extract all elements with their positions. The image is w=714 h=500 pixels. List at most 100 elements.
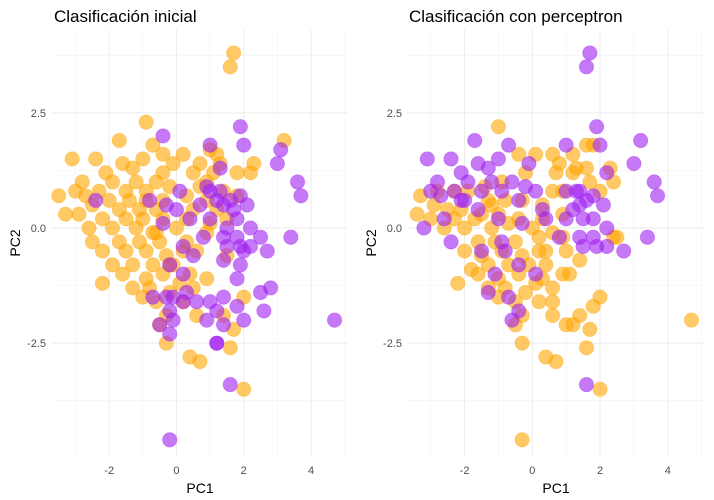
scatter-point bbox=[88, 192, 104, 208]
scatter-point bbox=[572, 252, 588, 268]
scatter-point bbox=[531, 243, 547, 259]
y-tick-label: -2.5 bbox=[383, 338, 402, 350]
scatter-point bbox=[145, 257, 161, 273]
scatter-point bbox=[125, 280, 141, 296]
scatter-point bbox=[538, 257, 554, 273]
scatter-point bbox=[514, 215, 530, 232]
scatter-point bbox=[138, 243, 154, 259]
scatter-point bbox=[162, 432, 178, 448]
y-axis-title: PC2 bbox=[363, 229, 379, 256]
scatter-point bbox=[528, 266, 544, 282]
scatter-point bbox=[473, 183, 490, 199]
scatter-point bbox=[94, 275, 111, 291]
scatter-point bbox=[135, 151, 151, 167]
scatter-point bbox=[419, 151, 435, 167]
scatter-point bbox=[128, 220, 144, 236]
y-tick-label: 0.0 bbox=[31, 223, 46, 235]
scatter-point bbox=[504, 174, 520, 190]
scatter-point bbox=[578, 160, 595, 176]
scatter-point bbox=[289, 174, 306, 190]
scatter-point bbox=[649, 188, 666, 204]
scatter-point bbox=[558, 243, 574, 259]
scatter-point bbox=[155, 146, 171, 162]
scatter-point bbox=[470, 266, 486, 282]
scatter-point bbox=[578, 377, 595, 393]
scatter-point bbox=[545, 307, 561, 324]
scatter-point bbox=[192, 197, 208, 213]
scatter-point bbox=[582, 321, 598, 337]
scatter-point bbox=[104, 174, 121, 190]
scatter-point bbox=[229, 271, 245, 287]
scatter-point bbox=[236, 381, 252, 397]
scatter-point bbox=[500, 137, 517, 153]
scatter-point bbox=[558, 137, 574, 153]
scatter-point bbox=[145, 137, 161, 153]
scatter-point bbox=[64, 151, 80, 167]
x-tick-label: 4 bbox=[665, 465, 671, 477]
scatter-point bbox=[528, 183, 544, 199]
scatter-point bbox=[125, 160, 141, 176]
left-scatter-panel: -2 0 2 4 2.5 0.0 -2.5 PC1 PC2 Clasificación inici… bbox=[7, 7, 348, 496]
scatter-point bbox=[558, 211, 574, 227]
scatter-point bbox=[592, 137, 608, 153]
scatter-point bbox=[514, 432, 530, 448]
scatter-point bbox=[222, 377, 238, 393]
y-axis-title: PC2 bbox=[7, 229, 23, 256]
scatter-point bbox=[104, 257, 121, 273]
scatter-point bbox=[209, 303, 225, 319]
scatter-point bbox=[487, 266, 503, 282]
y-tick-label: -2.5 bbox=[27, 338, 46, 350]
scatter-point bbox=[175, 294, 191, 310]
scatter-point bbox=[229, 165, 245, 181]
scatter-point bbox=[162, 257, 178, 273]
scatter-point bbox=[568, 183, 584, 199]
scatter-point bbox=[185, 248, 201, 264]
scatter-point bbox=[94, 211, 111, 227]
scatter-point bbox=[185, 165, 201, 181]
scatter-point bbox=[545, 280, 561, 296]
scatter-point bbox=[121, 192, 137, 208]
scatter-point bbox=[215, 317, 232, 333]
x-tick-label: 0 bbox=[529, 465, 535, 477]
scatter-point bbox=[561, 266, 578, 282]
scatter-point bbox=[111, 132, 127, 149]
scatter-point bbox=[165, 312, 181, 328]
scatter-point bbox=[175, 266, 191, 282]
scatter-point bbox=[273, 142, 289, 158]
scatter-point bbox=[585, 298, 601, 314]
scatter-point bbox=[222, 340, 238, 356]
scatter-point bbox=[88, 151, 104, 167]
scatter-point bbox=[599, 238, 615, 255]
scatter-point bbox=[71, 206, 87, 222]
scatter-point bbox=[202, 137, 218, 153]
scatter-point bbox=[511, 303, 527, 319]
scatter-point bbox=[592, 381, 608, 397]
scatter-point bbox=[433, 188, 449, 204]
scatter-point bbox=[168, 220, 185, 236]
scatter-point bbox=[443, 234, 459, 250]
scatter-point bbox=[199, 312, 215, 328]
scatter-point bbox=[252, 229, 269, 245]
scatter-point bbox=[409, 206, 425, 222]
scatter-point bbox=[480, 160, 496, 176]
x-tick-label: -2 bbox=[460, 465, 470, 477]
x-tick-label: 4 bbox=[308, 465, 314, 477]
scatter-point bbox=[490, 211, 507, 227]
scatter-point bbox=[500, 289, 517, 305]
scatter-point bbox=[148, 174, 164, 190]
scatter-point bbox=[165, 155, 181, 172]
right-scatter-panel: -2 0 2 4 2.5 0.0 -2.5 PC1 PC2 Clasificación con p… bbox=[363, 7, 705, 496]
scatter-point bbox=[470, 202, 486, 218]
scatter-point bbox=[232, 257, 248, 273]
scatter-point bbox=[521, 155, 537, 172]
scatter-point bbox=[175, 238, 191, 255]
scatter-point bbox=[484, 197, 500, 213]
scatter-point bbox=[215, 289, 232, 305]
scatter-point bbox=[548, 165, 564, 181]
scatter-point bbox=[595, 197, 612, 213]
scatter-point bbox=[115, 266, 131, 282]
scatter-point bbox=[582, 174, 598, 190]
scatter-point bbox=[229, 298, 245, 314]
scatter-point bbox=[283, 229, 299, 245]
